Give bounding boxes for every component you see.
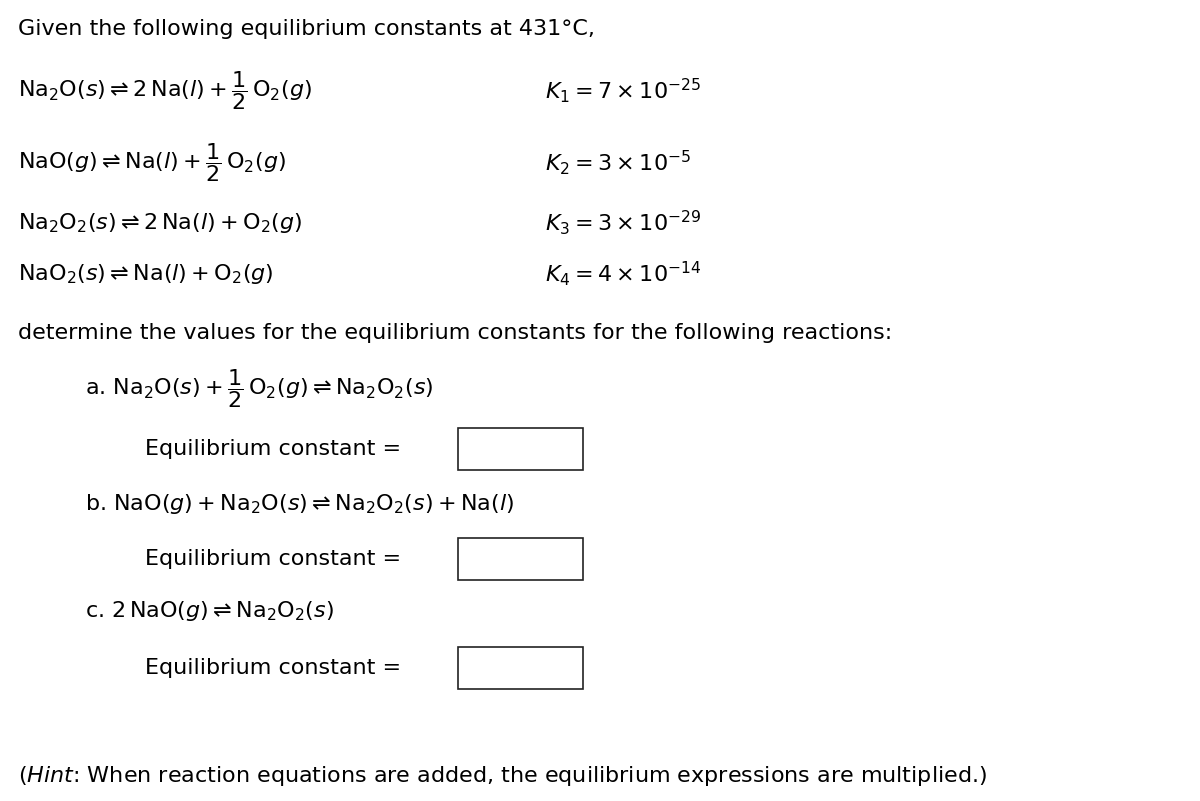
FancyBboxPatch shape — [458, 538, 583, 580]
Text: $\mathrm{Na_2O}(s) \rightleftharpoons 2\,\mathrm{Na}(l) + \dfrac{1}{2}\,\mathrm{: $\mathrm{Na_2O}(s) \rightleftharpoons 2\… — [18, 70, 312, 112]
Text: $K_3 = 3 \times 10^{-29}$: $K_3 = 3 \times 10^{-29}$ — [545, 208, 701, 237]
Text: b. $\mathrm{NaO}(g) + \mathrm{Na_2O}(s) \rightleftharpoons \mathrm{Na_2O_2}(s) +: b. $\mathrm{NaO}(g) + \mathrm{Na_2O}(s) … — [85, 492, 514, 516]
FancyBboxPatch shape — [458, 647, 583, 689]
Text: $K_4 = 4 \times 10^{-14}$: $K_4 = 4 \times 10^{-14}$ — [545, 260, 701, 288]
Text: Equilibrium constant =: Equilibrium constant = — [145, 658, 401, 678]
Text: $\mathrm{NaO_2}(s) \rightleftharpoons \mathrm{Na}(l) + \mathrm{O_2}(g)$: $\mathrm{NaO_2}(s) \rightleftharpoons \m… — [18, 262, 274, 286]
Text: $\mathrm{NaO}(g) \rightleftharpoons \mathrm{Na}(l) + \dfrac{1}{2}\,\mathrm{O_2}(: $\mathrm{NaO}(g) \rightleftharpoons \mat… — [18, 142, 286, 184]
FancyBboxPatch shape — [458, 428, 583, 470]
Text: Equilibrium constant =: Equilibrium constant = — [145, 439, 401, 459]
Text: $K_2 = 3 \times 10^{-5}$: $K_2 = 3 \times 10^{-5}$ — [545, 149, 691, 177]
Text: c. $2\,\mathrm{NaO}(g) \rightleftharpoons \mathrm{Na_2O_2}(s)$: c. $2\,\mathrm{NaO}(g) \rightleftharpoon… — [85, 599, 334, 623]
Text: $\mathrm{Na_2O_2}(s) \rightleftharpoons 2\,\mathrm{Na}(l) + \mathrm{O_2}(g)$: $\mathrm{Na_2O_2}(s) \rightleftharpoons … — [18, 211, 302, 235]
Text: $(\mathit{Hint}$: When reaction equations are added, the equilibrium expressions: $(\mathit{Hint}$: When reaction equation… — [18, 764, 986, 788]
Text: determine the values for the equilibrium constants for the following reactions:: determine the values for the equilibrium… — [18, 323, 893, 343]
Text: a. $\mathrm{Na_2O}(s) + \dfrac{1}{2}\,\mathrm{O_2}(g) \rightleftharpoons \mathrm: a. $\mathrm{Na_2O}(s) + \dfrac{1}{2}\,\m… — [85, 368, 433, 410]
Text: Equilibrium constant =: Equilibrium constant = — [145, 549, 401, 569]
Text: Given the following equilibrium constants at 431°C,: Given the following equilibrium constant… — [18, 19, 595, 39]
Text: $K_1 = 7 \times 10^{-25}$: $K_1 = 7 \times 10^{-25}$ — [545, 77, 701, 106]
